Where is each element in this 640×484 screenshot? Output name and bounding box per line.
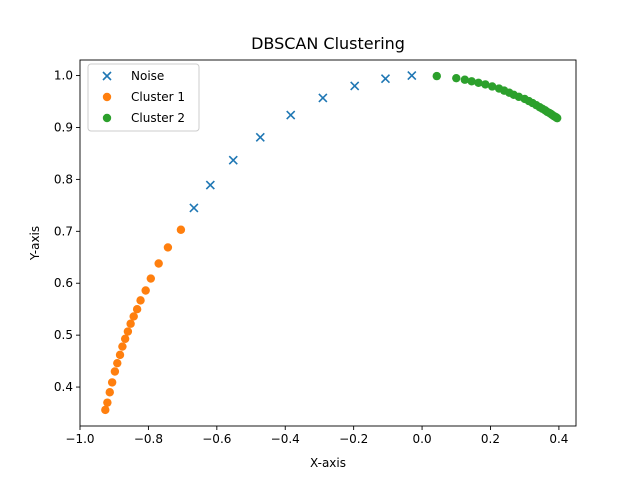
data-point xyxy=(452,73,461,83)
legend: Noise Cluster 1 Cluster 2 xyxy=(87,63,200,132)
y-tick-label: 0.9 xyxy=(54,120,73,134)
data-point xyxy=(103,398,112,407)
x-tick-label: −0.8 xyxy=(134,432,163,446)
data-point xyxy=(132,304,142,314)
data-point xyxy=(380,74,391,84)
axes-frame xyxy=(79,59,577,427)
x-tick-label: −0.6 xyxy=(202,432,231,446)
x-axis-label: X-axis xyxy=(310,456,346,470)
data-point xyxy=(467,77,476,86)
data-point xyxy=(118,342,127,351)
data-point xyxy=(141,286,150,295)
data-point-stroke-b xyxy=(318,93,328,103)
data-point xyxy=(129,312,138,321)
legend-marker xyxy=(102,92,112,102)
data-point-stroke-b xyxy=(255,132,265,142)
x-tick-label: −0.2 xyxy=(339,432,368,446)
data-point-stroke-b xyxy=(350,81,360,91)
legend-marker xyxy=(102,71,112,81)
data-point xyxy=(176,225,186,234)
plot-area: −1.0 −0.8 −0.6 −0.4 −0.2 0.0 0.2 0.4 0.4 0.5 0.6 0.… xyxy=(54,59,577,446)
legend-marker xyxy=(102,113,112,123)
data-point xyxy=(487,82,497,91)
legend-box xyxy=(87,63,200,132)
series-1 xyxy=(189,71,417,213)
data-point xyxy=(228,155,238,165)
y-tick-label: 1.0 xyxy=(54,69,73,83)
data-point xyxy=(123,327,133,336)
data-point-stroke-b xyxy=(205,180,215,190)
data-point xyxy=(110,367,120,376)
data-point xyxy=(163,243,173,252)
y-tick-label: 0.8 xyxy=(54,172,73,186)
y-tick-label: 0.7 xyxy=(54,224,73,238)
data-point xyxy=(432,71,441,81)
data-point xyxy=(115,350,125,360)
data-point xyxy=(146,274,156,283)
data-point xyxy=(154,259,163,268)
data-point xyxy=(255,132,265,142)
legend-marker-stroke-b xyxy=(102,71,112,81)
y-tick-label: 0.4 xyxy=(54,380,73,394)
data-point xyxy=(136,296,145,305)
data-point xyxy=(350,81,360,91)
series-2 xyxy=(101,225,186,415)
data-point xyxy=(120,334,130,343)
data-point xyxy=(552,113,562,123)
data-point xyxy=(126,319,135,328)
series-3 xyxy=(432,71,562,123)
x-tick-label: −0.4 xyxy=(271,432,300,446)
data-point xyxy=(474,78,483,88)
x-tick-label: 0.4 xyxy=(549,432,568,446)
data-point-stroke-b xyxy=(380,74,391,84)
legend-label: Cluster 2 xyxy=(131,111,185,125)
legend-label: Cluster 1 xyxy=(131,90,185,104)
chart-title: DBSCAN Clustering xyxy=(251,34,405,53)
data-point-stroke-b xyxy=(407,71,417,81)
data-point xyxy=(113,358,122,368)
y-tick-label: 0.6 xyxy=(54,276,73,290)
x-tick-label: −1.0 xyxy=(65,432,94,446)
data-point xyxy=(101,405,110,415)
data-point xyxy=(107,378,117,387)
x-tick-label: 0.2 xyxy=(481,432,500,446)
data-point-stroke-b xyxy=(189,203,199,213)
data-point xyxy=(407,71,417,81)
data-point xyxy=(481,80,490,89)
data-point xyxy=(460,75,470,84)
data-point xyxy=(105,388,114,397)
y-tick-label: 0.5 xyxy=(54,328,73,342)
y-axis-label: Y-axis xyxy=(28,226,42,261)
data-point-stroke-b xyxy=(228,155,238,165)
data-point xyxy=(205,180,215,190)
legend-label: Noise xyxy=(131,69,164,83)
x-tick-label: 0.0 xyxy=(413,432,432,446)
data-point xyxy=(189,203,199,213)
data-point-stroke-b xyxy=(286,110,296,120)
data-point xyxy=(318,93,328,103)
data-point xyxy=(286,110,296,120)
